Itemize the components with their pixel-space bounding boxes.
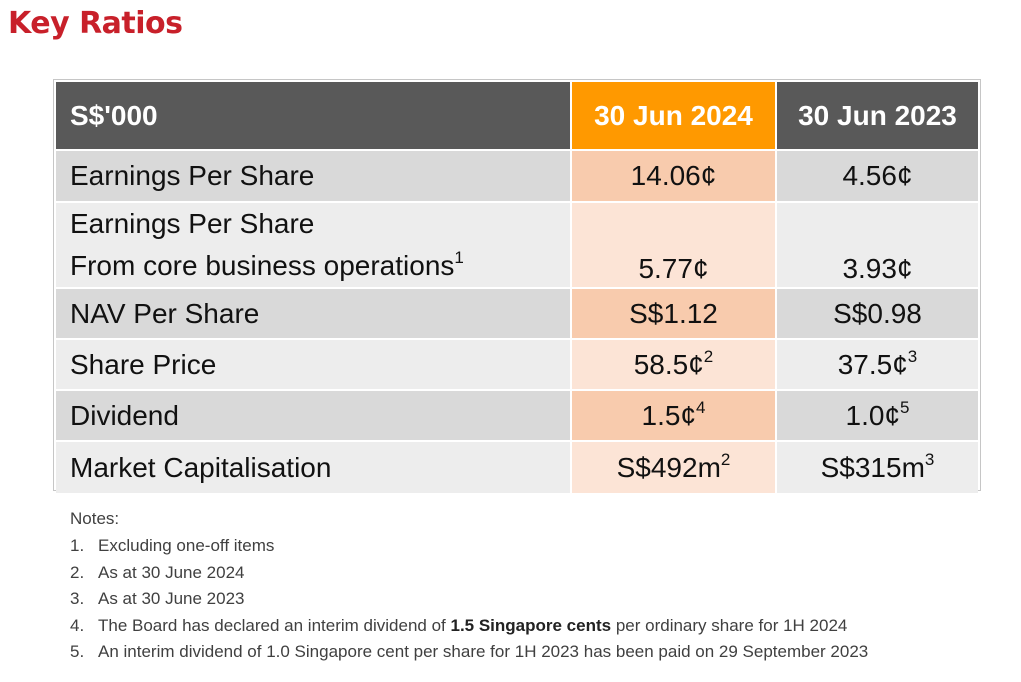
page-title: Key Ratios	[8, 6, 183, 41]
header-label: S$'000	[56, 82, 571, 151]
value-text: S$315m	[820, 451, 925, 483]
table-row: Share Price 58.5¢2 37.5¢3	[56, 339, 978, 391]
table-row: Earnings Per Share 14.06¢ 4.56¢	[56, 150, 978, 203]
value-2024: 14.06¢	[570, 150, 777, 203]
value-2024: 58.5¢2	[570, 339, 777, 391]
key-ratios-table: S$'000 30 Jun 2024 30 Jun 2023 Earnings …	[56, 82, 978, 493]
note-item: 1. Excluding one-off items	[70, 536, 868, 563]
table-row: Earnings Per Share From core business op…	[56, 202, 978, 289]
header-col-2023: 30 Jun 2023	[776, 82, 978, 151]
value-2023: 3.93¢	[776, 202, 978, 289]
footnote-ref: 1	[454, 248, 464, 267]
value-text: 1.5¢	[641, 399, 697, 431]
footnote-ref: 3	[907, 346, 918, 366]
note-number: 3.	[70, 589, 85, 608]
note-number: 4.	[70, 615, 85, 635]
note-item: 2. As at 30 June 2024	[70, 563, 868, 590]
notes-heading: Notes:	[70, 509, 120, 528]
value-text: 37.5¢	[837, 348, 908, 380]
row-label-line1: Earnings Per Share	[70, 208, 315, 239]
row-label: Market Capitalisation	[56, 441, 571, 493]
value-2023: S$0.98	[776, 288, 978, 340]
table-row: NAV Per Share S$1.12 S$0.98	[56, 288, 978, 340]
table-row: Market Capitalisation S$492m2 S$315m3	[56, 441, 978, 493]
value-2023: 4.56¢	[776, 150, 978, 203]
value-2024: 1.5¢4	[570, 390, 777, 442]
note-item: 5. An interim dividend of 1.0 Singapore c…	[70, 642, 868, 669]
row-label-line2: From core business operations	[70, 250, 455, 281]
note-text: As at 30 June 2024	[98, 562, 245, 582]
row-label: Dividend	[56, 390, 571, 442]
note-text: Excluding one-off items	[98, 536, 275, 555]
notes-section: Notes: 1. Excluding one-off items 2. As at…	[70, 509, 868, 669]
note-number: 5.	[70, 642, 85, 661]
footnote-ref: 3	[924, 449, 935, 469]
note-text: As at 30 June 2023	[98, 589, 245, 608]
table-header-row: S$'000 30 Jun 2024 30 Jun 2023	[56, 82, 978, 151]
note-text-after: per ordinary share for 1H 2024	[611, 615, 848, 635]
row-label: Earnings Per Share From core business op…	[56, 202, 571, 289]
note-text-before: The Board has declared an interim divide…	[98, 615, 451, 635]
notes-list: 1. Excluding one-off items 2. As at 30 Jun…	[70, 536, 868, 669]
note-number: 1.	[70, 536, 85, 555]
value-2024: S$492m2	[570, 441, 777, 493]
row-label: NAV Per Share	[56, 288, 571, 340]
value-2023: 1.0¢5	[776, 390, 978, 442]
row-label-line2-wrap: From core business operations1	[70, 245, 570, 287]
footnote-ref: 4	[696, 397, 706, 417]
row-label: Earnings Per Share	[56, 150, 571, 203]
note-text-bold: 1.5 Singapore cents	[450, 615, 612, 635]
key-ratios-table-container: S$'000 30 Jun 2024 30 Jun 2023 Earnings …	[53, 79, 981, 493]
footnote-ref: 2	[703, 346, 714, 366]
row-label: Share Price	[56, 339, 571, 391]
note-text: An interim dividend of 1.0 Singapore cen…	[98, 642, 869, 661]
note-item: 4. The Board has declared an interim divi…	[70, 616, 868, 643]
value-2024: 5.77¢	[570, 202, 777, 289]
value-text: S$492m	[616, 451, 721, 483]
note-number: 2.	[70, 562, 85, 582]
value-2023: 37.5¢3	[776, 339, 978, 391]
value-text: 58.5¢	[633, 348, 704, 380]
header-col-2024: 30 Jun 2024	[570, 82, 777, 151]
note-item: 3. As at 30 June 2023	[70, 589, 868, 616]
footnote-ref: 2	[720, 449, 731, 469]
value-2023: S$315m3	[776, 441, 978, 493]
value-text: 1.0¢	[845, 399, 901, 431]
footnote-ref: 5	[900, 397, 910, 417]
value-2024: S$1.12	[570, 288, 777, 340]
table-row: Dividend 1.5¢4 1.0¢5	[56, 390, 978, 442]
